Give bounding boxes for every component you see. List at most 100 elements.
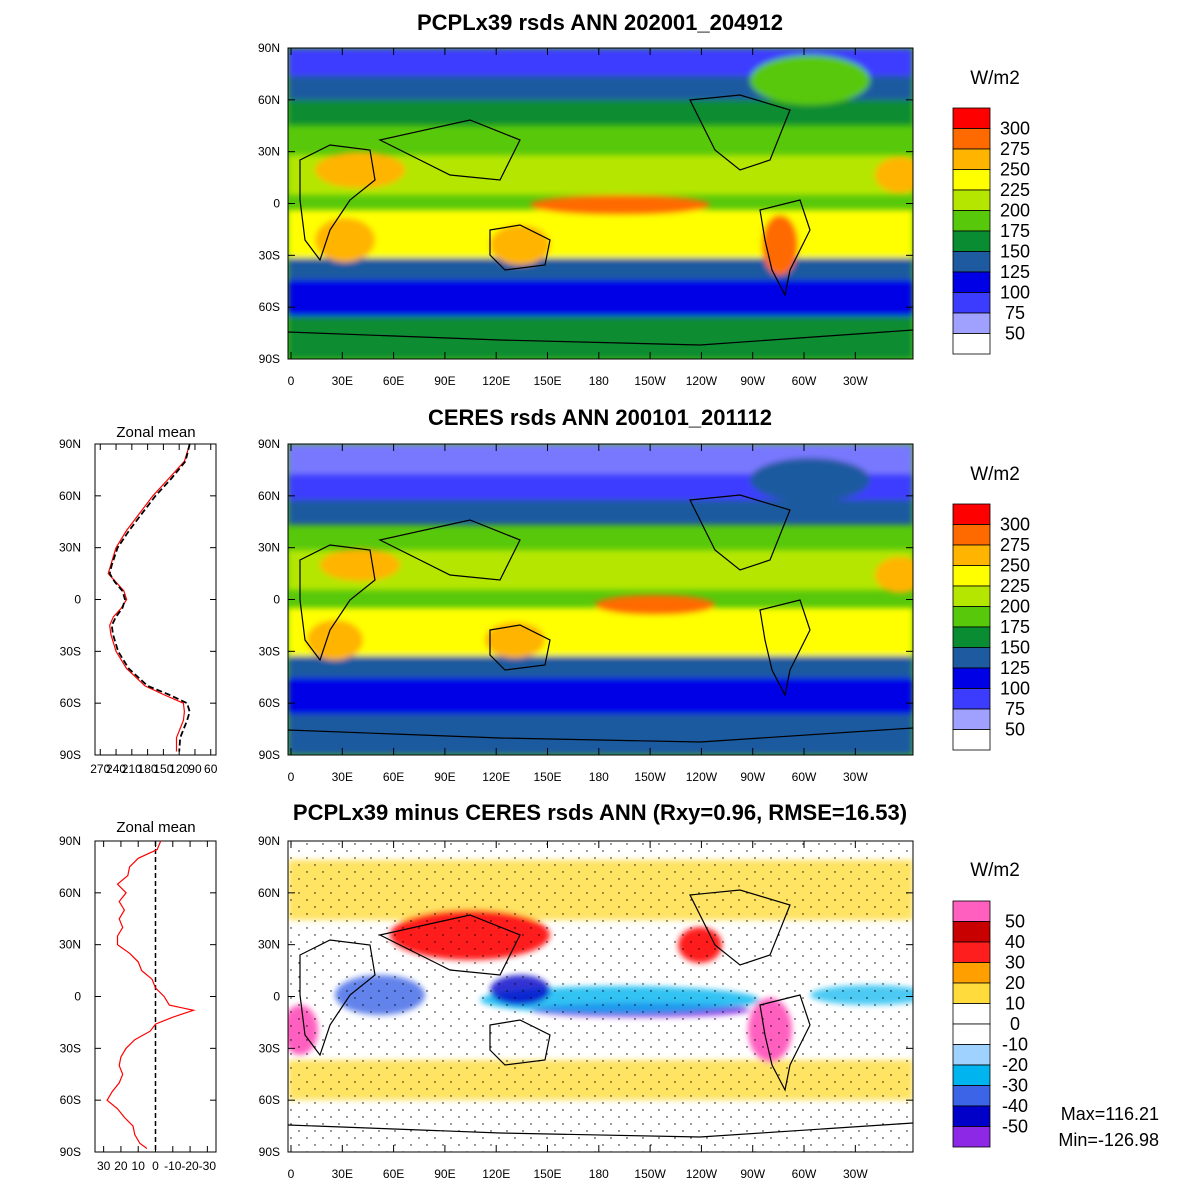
zonal-mean-title: Zonal mean	[116, 424, 195, 441]
x-tick-label: 150E	[533, 374, 561, 388]
y-tick-label: 60N	[258, 489, 280, 503]
panel-model: PCPLx39 rsds ANN 202001_204912	[258, 10, 1030, 388]
y-tick-label: 30N	[59, 938, 81, 952]
x-tick-label: 60E	[383, 1167, 404, 1181]
y-tick-label: 60N	[258, 93, 280, 107]
y-tick-label: 90S	[259, 748, 280, 762]
colorbar-swatch	[952, 210, 991, 232]
panel-obs: CERES rsds ANN 200101_201112	[59, 405, 1030, 784]
y-tick-label: 0	[273, 593, 280, 607]
colorbar-swatch	[952, 565, 991, 587]
x-tick-label: 30E	[332, 770, 353, 784]
colorbar-swatch	[952, 312, 991, 334]
colorbar-swatch	[952, 292, 991, 314]
x-tick-label: 210	[122, 762, 142, 776]
x-tick-label: 180	[138, 762, 158, 776]
x-tick-label: 90W	[740, 1167, 765, 1181]
colorbar-label: 225	[1000, 180, 1030, 200]
colorbar-label: 150	[1000, 638, 1030, 658]
x-tick-label: -10	[164, 1159, 182, 1173]
colorbar-label: 30	[1005, 953, 1025, 973]
colorbar-label: 275	[1000, 139, 1030, 159]
y-tick-label: 90S	[60, 748, 81, 762]
x-tick-label: 60E	[383, 770, 404, 784]
y-axis: 90N 60N 30N 0 30S 60S 90S	[258, 437, 913, 762]
colorbar-swatch	[952, 1003, 991, 1025]
y-axis: 90N 60N 30N 0 30S 60S 90S	[258, 834, 913, 1159]
colorbar-label: 75	[1005, 699, 1025, 719]
colorbar-label: 50	[1005, 720, 1025, 740]
colorbar-label: 100	[1000, 679, 1030, 699]
x-tick-label: 90W	[740, 374, 765, 388]
y-tick-label: 90S	[259, 352, 280, 366]
x-tick-label: 10	[132, 1159, 146, 1173]
colorbar-unit: W/m2	[970, 68, 1020, 89]
x-tick-label: 60W	[792, 374, 817, 388]
colorbar-label: -50	[1002, 1117, 1028, 1137]
colorbar-swatch	[952, 251, 991, 273]
panel-diff: PCPLx39 minus CERES rsds ANN (Rxy=0.96, …	[59, 800, 1159, 1181]
colorbar-label: 200	[1000, 201, 1030, 221]
colorbar-swatch	[952, 271, 991, 293]
y-tick-label: 0	[273, 990, 280, 1004]
x-tick-label: 60W	[792, 1167, 817, 1181]
colorbar-label: 300	[1000, 119, 1030, 139]
colorbar-swatch	[952, 1085, 991, 1107]
colorbar-swatch	[952, 1023, 991, 1045]
y-tick-label: 90N	[258, 41, 280, 55]
x-tick-label: 120W	[686, 1167, 718, 1181]
x-tick-label: 30E	[332, 374, 353, 388]
colorbar-swatch	[952, 900, 991, 922]
x-tick-label: 150W	[634, 1167, 666, 1181]
y-tick-label: 0	[273, 197, 280, 211]
colorbar-label: 125	[1000, 658, 1030, 678]
colorbar-label: 75	[1005, 303, 1025, 323]
colorbar-swatch	[952, 941, 991, 963]
y-tick-label: 30S	[60, 644, 81, 658]
colorbar-label: 10	[1005, 994, 1025, 1014]
max-stat: Max=116.21	[1061, 1104, 1159, 1124]
colorbar-swatch	[952, 1105, 991, 1127]
colorbar-label: 125	[1000, 262, 1030, 282]
x-tick-label: 120W	[686, 374, 718, 388]
colorbar-swatch	[952, 688, 991, 710]
x-tick-label: 0	[288, 1167, 295, 1181]
y-tick-label: 90N	[59, 437, 81, 451]
x-tick-label: 90W	[740, 770, 765, 784]
x-tick-label: -30	[199, 1159, 217, 1173]
y-tick-label: 0	[74, 990, 81, 1004]
y-tick-label: 60S	[259, 696, 280, 710]
x-tick-label: 120W	[686, 770, 718, 784]
colorbar-label: 300	[1000, 515, 1030, 535]
y-tick-label: 30N	[258, 541, 280, 555]
colorbar-unit: W/m2	[970, 464, 1020, 485]
y-tick-label: 90S	[60, 1145, 81, 1159]
colorbar-swatch	[952, 148, 991, 170]
zonal-mean-diff: Zonal mean 90N 60N 30N 0 30S 60S 90S 30 20 10 0 -10…	[59, 819, 217, 1173]
x-tick-label: 90	[188, 762, 202, 776]
colorbar-swatch	[952, 189, 991, 211]
colorbar-swatch	[952, 647, 991, 669]
colorbar-label: 50	[1005, 912, 1025, 932]
y-tick-label: 0	[74, 593, 81, 607]
colorbar-swatch	[952, 544, 991, 566]
colorbar-label: 275	[1000, 535, 1030, 555]
colorbar-label: -20	[1002, 1055, 1028, 1075]
colorbar-swatch	[952, 1044, 991, 1066]
y-tick-label: 30N	[258, 145, 280, 159]
y-tick-label: 30N	[258, 938, 280, 952]
x-tick-label: 150E	[533, 770, 561, 784]
colorbar-swatch	[952, 585, 991, 607]
colorbar-label: 250	[1000, 160, 1030, 180]
x-tick-label: 0	[288, 770, 295, 784]
colorbar-label: 225	[1000, 576, 1030, 596]
colorbar-swatch	[952, 708, 991, 730]
y-tick-label: 60S	[259, 300, 280, 314]
y-tick-label: 30S	[259, 644, 280, 658]
zonal-mean-line	[106, 840, 196, 1149]
y-tick-label: 90N	[258, 834, 280, 848]
y-tick-label: 30S	[60, 1041, 81, 1055]
colorbar-swatch	[952, 230, 991, 252]
